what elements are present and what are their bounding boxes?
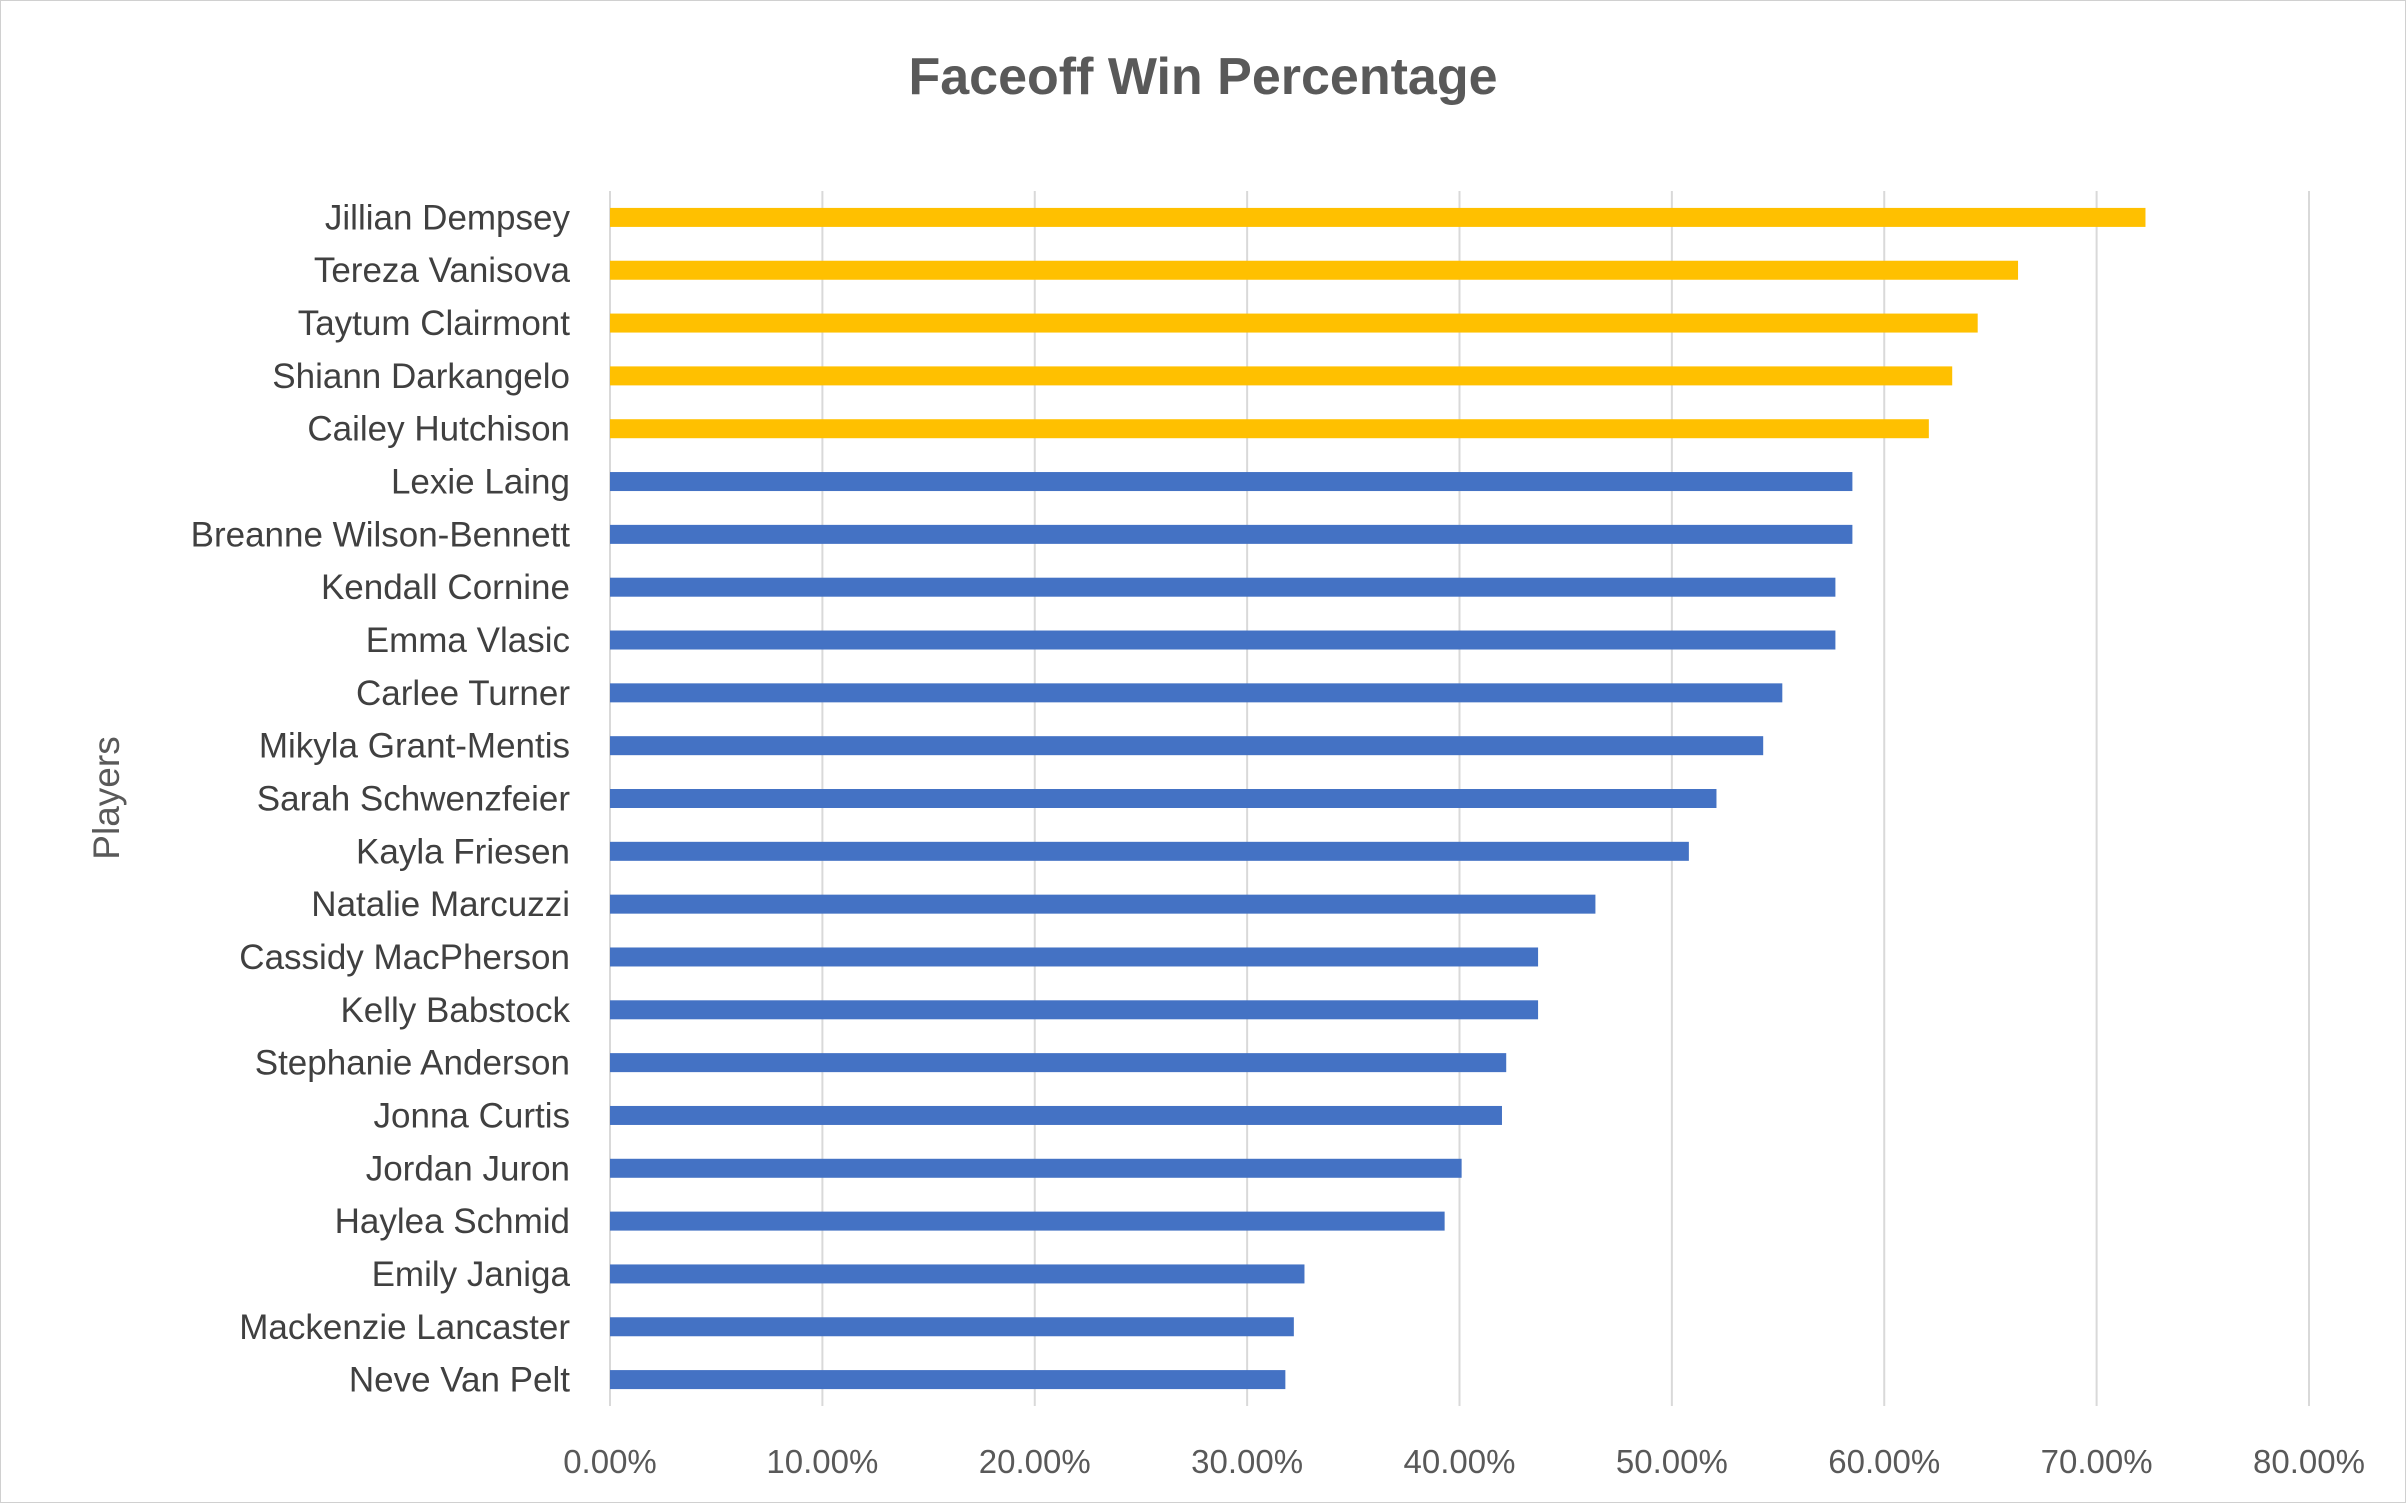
category-label: Breanne Wilson-Bennett xyxy=(191,515,571,554)
category-label: Stephanie Anderson xyxy=(255,1044,570,1083)
category-label: Haylea Schmid xyxy=(335,1202,570,1241)
bar xyxy=(610,366,1953,386)
x-tick-label: 80.00% xyxy=(2253,1443,2365,1480)
category-label: Neve Van Pelt xyxy=(349,1361,570,1400)
category-label: Jonna Curtis xyxy=(374,1096,570,1135)
bar xyxy=(610,1158,1462,1178)
bar xyxy=(610,577,1836,597)
bar xyxy=(610,736,1764,756)
bar xyxy=(610,472,1853,492)
bar xyxy=(610,1370,1286,1390)
x-tick-label: 20.00% xyxy=(979,1443,1091,1480)
bar xyxy=(610,947,1539,967)
x-tick-label: 70.00% xyxy=(2041,1443,2153,1480)
bar xyxy=(610,419,1929,439)
category-label: Carlee Turner xyxy=(356,674,570,713)
x-tick-label: 0.00% xyxy=(563,1443,657,1480)
x-tick-label: 40.00% xyxy=(1404,1443,1516,1480)
bar xyxy=(610,789,1717,808)
category-label: Kelly Babstock xyxy=(340,991,570,1030)
category-label: Mikyla Grant-Mentis xyxy=(259,727,570,766)
category-label: Lexie Laing xyxy=(391,463,570,502)
bar xyxy=(610,1211,1445,1231)
category-label: Mackenzie Lancaster xyxy=(239,1308,570,1347)
bar xyxy=(610,207,2146,227)
y-axis-title: Players xyxy=(86,736,127,859)
bar xyxy=(610,1000,1539,1020)
bar xyxy=(610,1053,1507,1073)
category-label: Kendall Cornine xyxy=(321,568,570,607)
category-label: Emily Janiga xyxy=(372,1255,571,1294)
bar xyxy=(610,313,1978,333)
category-label: Cailey Hutchison xyxy=(307,410,570,449)
category-label: Taytum Clairmont xyxy=(298,304,571,343)
bar xyxy=(610,894,1596,914)
x-tick-label: 50.00% xyxy=(1616,1443,1728,1480)
bars xyxy=(610,207,2146,1390)
category-label: Emma Vlasic xyxy=(366,621,570,660)
bar xyxy=(610,630,1836,650)
x-tick-label: 60.00% xyxy=(1828,1443,1940,1480)
chart-title: Faceoff Win Percentage xyxy=(908,48,1497,106)
category-label: Jillian Dempsey xyxy=(325,198,571,237)
category-label: Kayla Friesen xyxy=(356,832,570,871)
bar xyxy=(610,1105,1502,1125)
category-label: Tereza Vanisova xyxy=(314,251,571,290)
bar xyxy=(610,524,1853,544)
bar xyxy=(610,1264,1305,1284)
x-tick-labels: 0.00% 10.00% 20.00% 30.00% 40.00% 50.00% 60.00… xyxy=(563,1443,2365,1480)
bar xyxy=(610,260,2019,280)
category-label: Jordan Juron xyxy=(366,1149,570,1188)
category-labels: Jillian Dempsey Tereza Vanisova Taytum Cla… xyxy=(191,198,571,1399)
category-label: Natalie Marcuzzi xyxy=(311,885,570,924)
category-label: Sarah Schwenzfeier xyxy=(257,780,571,819)
x-tick-label: 10.00% xyxy=(766,1443,878,1480)
category-label: Shiann Darkangelo xyxy=(272,357,570,396)
bar xyxy=(610,683,1783,703)
bar xyxy=(610,1317,1294,1337)
x-tick-label: 30.00% xyxy=(1191,1443,1303,1480)
bar xyxy=(610,841,1689,861)
category-label: Cassidy MacPherson xyxy=(239,938,570,977)
